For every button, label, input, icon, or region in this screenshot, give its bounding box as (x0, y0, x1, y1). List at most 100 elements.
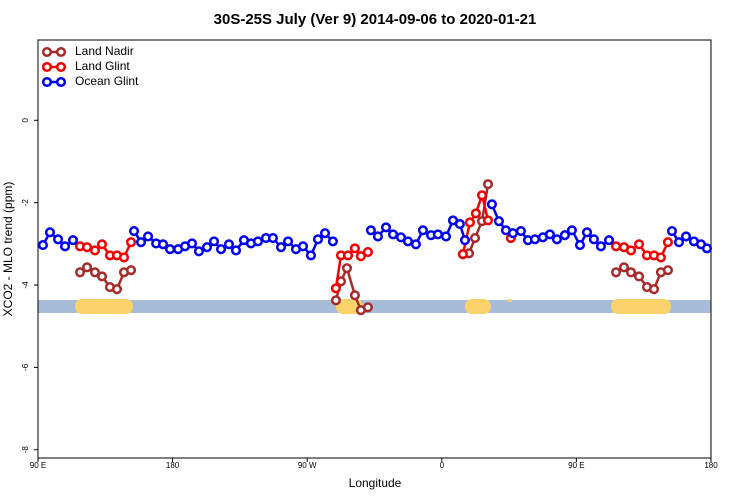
data-point (330, 295, 341, 306)
chart-title: 30S-25S July (Ver 9) 2014-09-06 to 2020-… (214, 11, 537, 28)
land-strip (611, 299, 671, 314)
data-point (625, 245, 637, 256)
data-point (634, 239, 645, 250)
data-point (588, 234, 599, 245)
data-point (37, 240, 48, 251)
x-tick-label: 90 E (30, 461, 46, 470)
data-point (482, 215, 494, 226)
legend-marker (55, 46, 67, 58)
x-tick-label: 180 (704, 461, 718, 470)
data-point (362, 247, 373, 258)
data-point (327, 236, 338, 247)
data-point (312, 234, 324, 245)
data-point (135, 237, 147, 248)
data-point (486, 199, 497, 210)
data-point (380, 222, 392, 233)
data-point (581, 227, 593, 238)
data-point (165, 244, 176, 255)
data-point (193, 246, 204, 257)
legend-marker (41, 76, 53, 88)
data-point (355, 251, 366, 262)
data-point (82, 242, 93, 253)
data-point (544, 229, 555, 240)
data-point (342, 250, 354, 261)
data-point (387, 229, 399, 240)
land-strip (465, 299, 491, 314)
land-band (38, 299, 711, 314)
data-point (515, 226, 526, 237)
data-point (610, 267, 622, 278)
x-tick-label: 0 (440, 461, 445, 470)
data-point (680, 231, 692, 242)
data-point (118, 252, 130, 263)
data-point (157, 239, 169, 250)
data-point (319, 228, 331, 239)
data-point (60, 241, 71, 252)
data-point (349, 290, 360, 301)
data-point (305, 250, 316, 261)
data-point (410, 239, 421, 250)
data-point (111, 284, 123, 295)
data-point (74, 267, 86, 278)
data-point (330, 283, 341, 294)
data-point (395, 232, 407, 243)
data-point (634, 271, 645, 282)
data-point (566, 225, 577, 236)
data-point (595, 241, 606, 252)
data-point (457, 249, 468, 260)
data-point (618, 262, 630, 273)
legend-label: Ocean Glint (75, 74, 139, 88)
legend-label: Land Nadir (75, 44, 134, 58)
data-point (470, 208, 481, 219)
data-point (186, 238, 198, 249)
legend-marker (41, 46, 53, 58)
data-point (454, 219, 465, 230)
data-point (666, 226, 678, 237)
data-point (89, 267, 101, 278)
data-point (551, 234, 563, 245)
data-point (559, 230, 570, 241)
data-point (128, 226, 140, 237)
series (74, 190, 673, 294)
plot-frame (37, 39, 712, 459)
legend-marker (55, 76, 67, 88)
data-point (662, 265, 673, 276)
data-point (648, 284, 660, 295)
x-tick-label: 180 (166, 461, 180, 470)
data-point (341, 263, 353, 274)
data-point (372, 231, 383, 242)
data-point (252, 236, 264, 247)
data-point (417, 225, 429, 236)
legend-label: Land Glint (75, 59, 130, 73)
y-tick-label: 0 (21, 118, 30, 123)
data-point (67, 235, 79, 246)
data-point (610, 241, 622, 252)
data-point (96, 271, 108, 282)
data-point (574, 240, 586, 251)
data-point (701, 243, 713, 254)
y-tick-label: -4 (21, 281, 30, 289)
x-axis-title: Longitude (349, 476, 402, 490)
data-point (365, 225, 376, 236)
data-point (493, 216, 504, 227)
legend-marker (41, 61, 53, 73)
data-point (125, 237, 137, 248)
data-point (297, 241, 309, 252)
ocean-strip (38, 300, 711, 313)
data-point (52, 234, 64, 245)
data-point (673, 237, 685, 248)
x-tick-label: 90 W (298, 461, 317, 470)
data-point (89, 245, 101, 256)
data-point (125, 265, 137, 276)
data-point (201, 242, 213, 253)
y-tick-label: -8 (21, 446, 30, 454)
series (37, 199, 713, 261)
y-tick-label: -2 (21, 199, 30, 207)
data-point (603, 235, 615, 246)
legend-marker (55, 61, 67, 73)
data-point (208, 236, 220, 247)
data-point (283, 236, 294, 247)
data-point (349, 243, 360, 254)
y-axis-title: XCO2 - MLO trend (ppm) (1, 182, 15, 317)
data-point (662, 237, 673, 248)
